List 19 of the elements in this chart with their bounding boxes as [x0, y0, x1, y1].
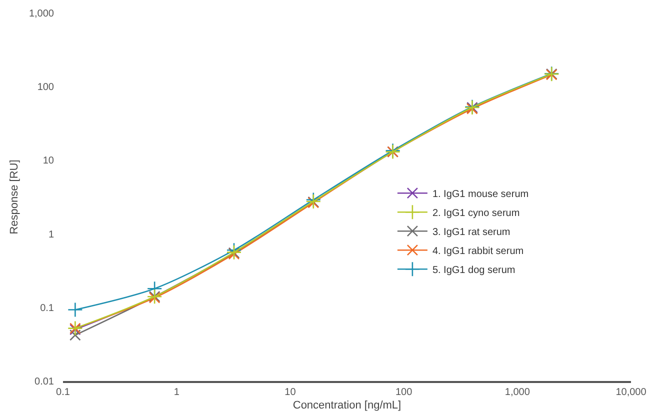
x-tick-label: 100 [395, 387, 413, 398]
legend-label: 4. IgG1 rabbit serum [432, 246, 524, 257]
y-tick-label: 1 [48, 229, 54, 240]
x-tick-label: 1,000 [504, 387, 530, 398]
legend-label: 5. IgG1 dog serum [432, 265, 516, 276]
y-axis-title: Response [RU] [8, 160, 21, 234]
x-tick-label: 10 [284, 387, 296, 398]
legend-label: 2. IgG1 cyno serum [432, 208, 520, 219]
legend-label: 3. IgG1 rat serum [432, 227, 510, 238]
x-tick-label: 1 [174, 387, 180, 398]
y-tick-label: 100 [37, 82, 54, 94]
y-tick-label: 0.01 [34, 376, 54, 388]
x-tick-label: 10,000 [616, 387, 647, 398]
y-tick-label: 10 [42, 156, 54, 167]
legend-label: 1. IgG1 mouse serum [432, 189, 529, 200]
y-tick-label: 1,000 [28, 8, 54, 20]
y-tick-label: 0.1 [40, 302, 54, 314]
x-axis-title: Concentration [ng/mL] [292, 400, 402, 412]
x-tick-label: 0.1 [56, 387, 70, 398]
